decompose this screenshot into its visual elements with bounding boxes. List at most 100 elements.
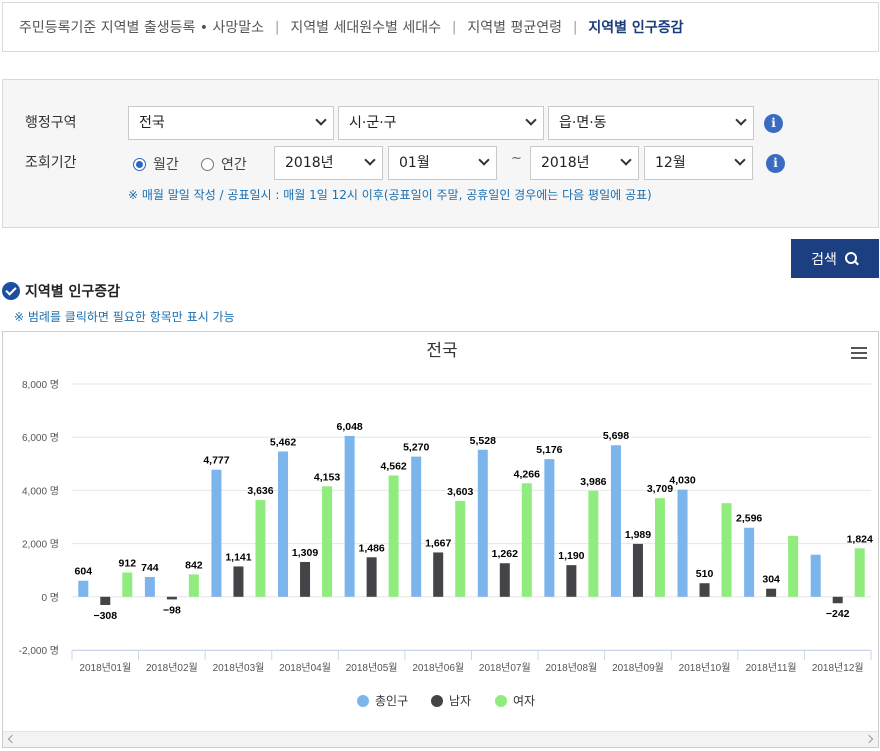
chevron-down-icon: [315, 114, 327, 126]
sigungu-value: 시·군·구: [349, 115, 397, 131]
bar-male: [566, 565, 577, 597]
start-year-select[interactable]: 2018년: [274, 146, 383, 180]
tab-birth-death[interactable]: 주민등록기준 지역별 출생등록 • 사망말소: [19, 20, 265, 36]
data-label: 842: [185, 559, 203, 571]
x-tick-label: 2018년09월: [612, 662, 664, 674]
section-title: 지역별 인구증감: [2, 281, 120, 301]
scroll-right-icon[interactable]: [864, 734, 874, 744]
region-info-icon[interactable]: i: [764, 114, 783, 133]
scroll-left-icon[interactable]: [7, 734, 17, 744]
eupmyeondong-value: 읍·면·동: [559, 115, 607, 131]
legend-item-male[interactable]: 남자: [449, 694, 471, 708]
eupmyeondong-select[interactable]: 읍·면·동: [548, 106, 754, 140]
monthly-radio-label: 월간: [153, 157, 179, 173]
y-tick-label: -2,000 명: [19, 645, 59, 657]
legend-item-female[interactable]: 여자: [513, 694, 535, 708]
bar-male: [300, 561, 311, 597]
data-label: 5,528: [470, 435, 496, 447]
start-month-select[interactable]: 01월: [388, 146, 497, 180]
chart-container: 전국 -2,000 명 0 명 2,000 명 4,000 명 6,000 명 8,000 …: [2, 331, 879, 748]
tab-population-change[interactable]: 지역별 인구증감: [588, 20, 684, 36]
legend-item-total[interactable]: 총인구: [375, 694, 408, 708]
bar-total: [810, 554, 821, 597]
filter-panel: 행정구역 전국 시·군·구 읍·면·동 i 조회기간 월간 연간 2018년 0…: [2, 79, 879, 228]
end-year-select[interactable]: 2018년: [530, 146, 639, 180]
data-label: 604: [75, 566, 93, 578]
x-tick-label: 2018년06월: [412, 662, 464, 674]
bar-male: [233, 566, 244, 597]
period-info-icon[interactable]: i: [766, 154, 785, 173]
sido-select[interactable]: 전국: [128, 106, 334, 140]
section-title-text: 지역별 인구증감: [25, 284, 121, 300]
region-label: 행정구역: [25, 115, 77, 131]
chevron-down-icon: [620, 154, 632, 166]
bar-male: [632, 543, 643, 597]
x-tick-label: 2018년07월: [479, 662, 531, 674]
bar-female: [588, 490, 599, 597]
chart-title: 전국: [426, 341, 457, 360]
x-tick-label: 2018년04월: [279, 662, 331, 674]
hamburger-menu-icon[interactable]: [851, 347, 867, 359]
tab-average-age[interactable]: 지역별 평균연령: [467, 20, 563, 36]
tab-separator: |: [452, 19, 457, 35]
tab-bar: 주민등록기준 지역별 출생등록 • 사망말소 | 지역별 세대원수별 세대수 |…: [2, 2, 879, 52]
bar-male: [366, 557, 377, 597]
legend-hint: ※ 범례를 클릭하면 필요한 항목만 표시 가능: [14, 310, 235, 324]
data-label: 4,153: [314, 471, 340, 483]
horizontal-scrollbar[interactable]: [3, 731, 878, 747]
tab-household-size[interactable]: 지역별 세대원수별 세대수: [290, 20, 442, 36]
bar-total: [544, 459, 555, 597]
bar-female: [854, 548, 865, 597]
bar-female: [188, 574, 199, 597]
monthly-radio[interactable]: [133, 158, 146, 171]
data-label: 4,777: [203, 455, 229, 467]
end-month-select[interactable]: 12월: [644, 146, 753, 180]
data-label: 1,667: [425, 537, 451, 549]
bar-male: [699, 583, 710, 597]
chevron-down-icon: [364, 154, 376, 166]
bar-female: [788, 535, 799, 597]
x-tick-label: 2018년12월: [812, 662, 864, 674]
data-label: −242: [826, 608, 850, 620]
data-label: 3,986: [580, 476, 606, 488]
sigungu-select[interactable]: 시·군·구: [338, 106, 544, 140]
data-label: −308: [93, 610, 117, 622]
bar-male: [100, 596, 111, 605]
y-tick-label: 6,000 명: [22, 432, 59, 444]
period-label: 조회기간: [25, 155, 77, 171]
end-year-value: 2018년: [541, 155, 590, 171]
data-label: 744: [141, 562, 159, 574]
bar-total: [278, 451, 289, 597]
bar-male: [166, 596, 177, 600]
bar-female: [388, 475, 399, 597]
bar-total: [477, 449, 488, 597]
yearly-radio[interactable]: [201, 158, 214, 171]
search-button-label: 검색: [811, 251, 837, 268]
chevron-down-icon: [735, 114, 747, 126]
x-tick-label: 2018년01월: [79, 662, 131, 674]
y-tick-label: 4,000 명: [22, 485, 59, 497]
data-label: 304: [762, 574, 780, 586]
x-tick-label: 2018년05월: [346, 662, 398, 674]
data-label: −98: [163, 604, 181, 616]
x-tick-label: 2018년11월: [746, 662, 797, 674]
sido-value: 전국: [139, 115, 165, 131]
search-button[interactable]: 검색: [791, 239, 879, 278]
data-label: 2,596: [736, 513, 762, 525]
search-icon: [844, 251, 859, 266]
bar-male: [433, 552, 444, 597]
bar-female: [255, 500, 266, 597]
y-tick-label: 2,000 명: [22, 539, 59, 551]
start-month-value: 01월: [399, 155, 430, 171]
x-tick-label: 2018년03월: [213, 662, 265, 674]
bar-male: [832, 596, 843, 604]
bar-male: [499, 563, 510, 597]
population-change-chart: 전국 -2,000 명 0 명 2,000 명 4,000 명 6,000 명 8,000 …: [19, 341, 874, 708]
data-label: 1,824: [847, 533, 873, 545]
data-label: 4,562: [380, 460, 406, 472]
bar-female: [654, 498, 665, 597]
check-circle-icon: [2, 282, 20, 300]
bar-female: [455, 500, 466, 597]
bar-total: [411, 456, 422, 597]
legend-marker: [431, 695, 443, 707]
